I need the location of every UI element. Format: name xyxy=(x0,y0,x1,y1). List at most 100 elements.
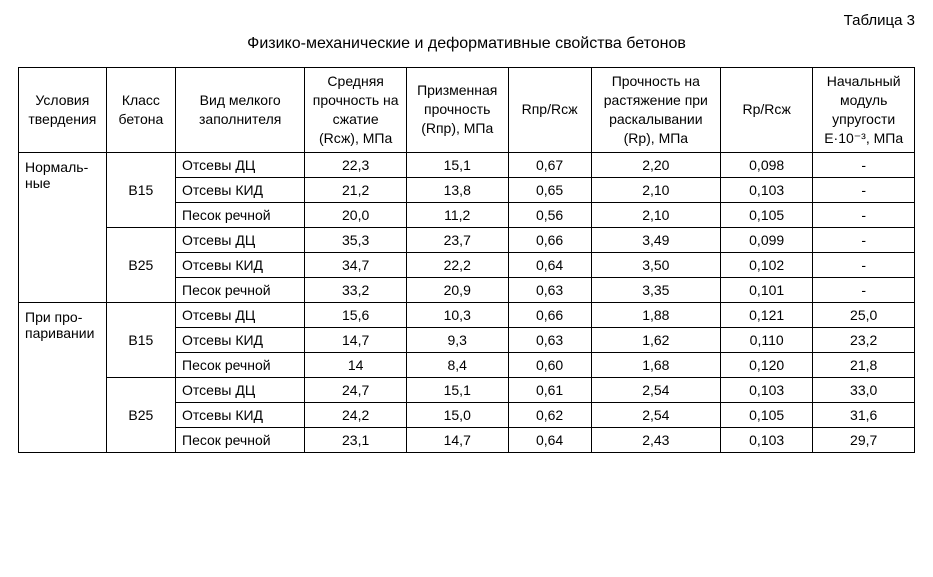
col-rp: Прочность на растяжение при раскалы­вани… xyxy=(591,68,720,153)
conditions-cell: Нормаль­ные xyxy=(19,152,107,302)
ratio1-cell: 0,67 xyxy=(508,152,591,177)
rp-cell: 1,68 xyxy=(591,352,720,377)
rp-cell: 2,20 xyxy=(591,152,720,177)
table-row: При про­парива­нииВ15Отсевы ДЦ15,610,30,… xyxy=(19,302,915,327)
ratio2-cell: 0,110 xyxy=(720,327,812,352)
aggregate-cell: Песок речной xyxy=(176,352,305,377)
col-ratio1: Rпр/Rсж xyxy=(508,68,591,153)
e-cell: 21,8 xyxy=(813,352,915,377)
ratio1-cell: 0,65 xyxy=(508,177,591,202)
ratio1-cell: 0,61 xyxy=(508,377,591,402)
rcx-cell: 34,7 xyxy=(305,252,407,277)
table-label: Таблица 3 xyxy=(18,12,915,29)
class-cell: В25 xyxy=(106,377,175,452)
class-cell: В25 xyxy=(106,227,175,302)
table-row: Нормаль­ныеВ15Отсевы ДЦ22,315,10,672,200… xyxy=(19,152,915,177)
table-row: В25Отсевы ДЦ24,715,10,612,540,10333,0 xyxy=(19,377,915,402)
rp-cell: 2,54 xyxy=(591,377,720,402)
col-rpr: Призмен­ная проч­ность (Rпр), МПа xyxy=(406,68,508,153)
aggregate-cell: Отсевы КИД xyxy=(176,252,305,277)
ratio1-cell: 0,63 xyxy=(508,277,591,302)
aggregate-cell: Песок речной xyxy=(176,277,305,302)
class-cell: В15 xyxy=(106,302,175,377)
aggregate-cell: Отсевы КИД xyxy=(176,177,305,202)
ratio2-cell: 0,098 xyxy=(720,152,812,177)
ratio1-cell: 0,56 xyxy=(508,202,591,227)
rp-cell: 2,54 xyxy=(591,402,720,427)
header-row: Условия тверде­ния Класс бето­на Вид мел… xyxy=(19,68,915,153)
e-cell: - xyxy=(813,152,915,177)
rcx-cell: 33,2 xyxy=(305,277,407,302)
e-cell: - xyxy=(813,202,915,227)
ratio1-cell: 0,66 xyxy=(508,227,591,252)
rpr-cell: 11,2 xyxy=(406,202,508,227)
rp-cell: 1,62 xyxy=(591,327,720,352)
ratio1-cell: 0,66 xyxy=(508,302,591,327)
rpr-cell: 13,8 xyxy=(406,177,508,202)
col-conditions: Условия тверде­ния xyxy=(19,68,107,153)
rpr-cell: 23,7 xyxy=(406,227,508,252)
rp-cell: 2,10 xyxy=(591,202,720,227)
rp-cell: 3,50 xyxy=(591,252,720,277)
aggregate-cell: Отсевы ДЦ xyxy=(176,227,305,252)
col-e: Началь­ный мо­дуль упругости Е·10⁻³, МПа xyxy=(813,68,915,153)
e-cell: 31,6 xyxy=(813,402,915,427)
ratio2-cell: 0,121 xyxy=(720,302,812,327)
class-cell: В15 xyxy=(106,152,175,227)
rpr-cell: 15,1 xyxy=(406,377,508,402)
col-ratio2: Rр/Rсж xyxy=(720,68,812,153)
rcx-cell: 24,2 xyxy=(305,402,407,427)
rcx-cell: 35,3 xyxy=(305,227,407,252)
e-cell: - xyxy=(813,277,915,302)
col-aggregate: Вид мелкого заполнителя xyxy=(176,68,305,153)
ratio1-cell: 0,60 xyxy=(508,352,591,377)
rpr-cell: 22,2 xyxy=(406,252,508,277)
aggregate-cell: Отсевы ДЦ xyxy=(176,152,305,177)
aggregate-cell: Отсевы ДЦ xyxy=(176,377,305,402)
e-cell: - xyxy=(813,177,915,202)
e-cell: 25,0 xyxy=(813,302,915,327)
aggregate-cell: Отсевы ДЦ xyxy=(176,302,305,327)
e-cell: 33,0 xyxy=(813,377,915,402)
rpr-cell: 15,1 xyxy=(406,152,508,177)
rcx-cell: 14 xyxy=(305,352,407,377)
rcx-cell: 24,7 xyxy=(305,377,407,402)
col-class: Класс бето­на xyxy=(106,68,175,153)
aggregate-cell: Отсевы КИД xyxy=(176,327,305,352)
rcx-cell: 20,0 xyxy=(305,202,407,227)
e-cell: - xyxy=(813,252,915,277)
ratio2-cell: 0,105 xyxy=(720,202,812,227)
aggregate-cell: Песок речной xyxy=(176,202,305,227)
ratio1-cell: 0,64 xyxy=(508,427,591,452)
conditions-cell: При про­парива­нии xyxy=(19,302,107,452)
rpr-cell: 10,3 xyxy=(406,302,508,327)
rcx-cell: 21,2 xyxy=(305,177,407,202)
aggregate-cell: Отсевы КИД xyxy=(176,402,305,427)
ratio1-cell: 0,63 xyxy=(508,327,591,352)
ratio2-cell: 0,103 xyxy=(720,427,812,452)
ratio2-cell: 0,105 xyxy=(720,402,812,427)
ratio2-cell: 0,099 xyxy=(720,227,812,252)
rp-cell: 2,10 xyxy=(591,177,720,202)
ratio2-cell: 0,103 xyxy=(720,177,812,202)
ratio2-cell: 0,103 xyxy=(720,377,812,402)
rcx-cell: 15,6 xyxy=(305,302,407,327)
rcx-cell: 23,1 xyxy=(305,427,407,452)
rp-cell: 2,43 xyxy=(591,427,720,452)
rpr-cell: 8,4 xyxy=(406,352,508,377)
ratio2-cell: 0,101 xyxy=(720,277,812,302)
table-row: В25Отсевы ДЦ35,323,70,663,490,099- xyxy=(19,227,915,252)
e-cell: - xyxy=(813,227,915,252)
col-rcx: Средняя прочность на сжатие (Rсж), МПа xyxy=(305,68,407,153)
rpr-cell: 15,0 xyxy=(406,402,508,427)
rpr-cell: 9,3 xyxy=(406,327,508,352)
ratio1-cell: 0,62 xyxy=(508,402,591,427)
rp-cell: 3,49 xyxy=(591,227,720,252)
ratio2-cell: 0,120 xyxy=(720,352,812,377)
ratio1-cell: 0,64 xyxy=(508,252,591,277)
table-title: Физико-механические и деформативные свой… xyxy=(18,35,915,53)
rcx-cell: 22,3 xyxy=(305,152,407,177)
rp-cell: 1,88 xyxy=(591,302,720,327)
e-cell: 23,2 xyxy=(813,327,915,352)
aggregate-cell: Песок речной xyxy=(176,427,305,452)
